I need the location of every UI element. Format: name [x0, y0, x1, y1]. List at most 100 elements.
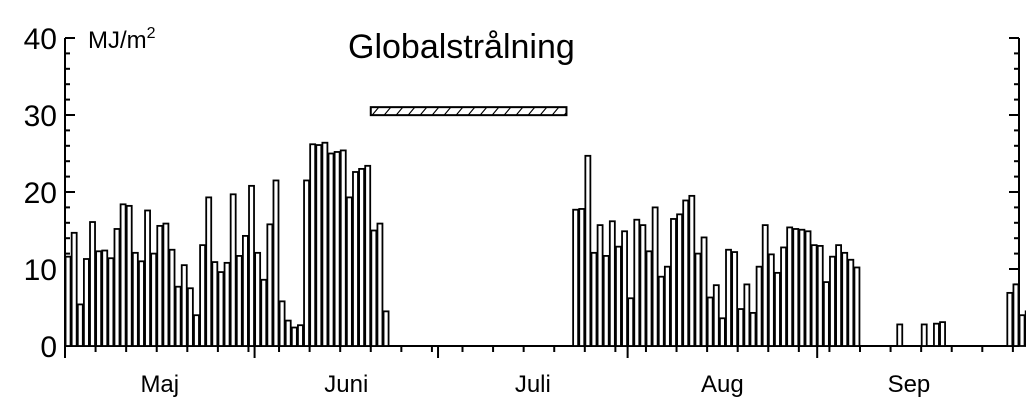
bar — [804, 230, 812, 347]
bar — [621, 230, 628, 347]
bar — [670, 218, 677, 347]
bar — [602, 255, 610, 347]
bar — [333, 151, 341, 347]
bar — [345, 196, 353, 347]
bar — [615, 245, 622, 347]
bar — [303, 179, 310, 347]
bar — [829, 255, 836, 347]
bar — [706, 296, 714, 347]
month-label: Juli — [515, 371, 551, 398]
bar — [767, 253, 775, 347]
bar — [235, 255, 243, 347]
bar — [663, 265, 671, 347]
bar — [688, 194, 696, 347]
bar — [156, 224, 164, 347]
bar — [131, 251, 139, 347]
bar — [608, 220, 616, 347]
bar — [309, 143, 317, 347]
bar — [651, 206, 659, 347]
bar — [933, 322, 940, 347]
bar — [376, 222, 384, 347]
bar — [364, 164, 372, 347]
bar — [841, 251, 849, 347]
bar — [297, 324, 304, 347]
bar — [272, 179, 280, 347]
bar — [144, 209, 151, 347]
bar — [278, 300, 286, 347]
bar — [211, 261, 219, 347]
bar — [217, 271, 225, 347]
bar-series — [64, 141, 1026, 347]
bar — [266, 223, 274, 347]
bar — [180, 264, 188, 347]
bar — [798, 228, 806, 347]
bar — [847, 258, 855, 347]
bar — [718, 317, 726, 347]
bar — [229, 193, 237, 347]
bar — [774, 271, 781, 347]
bar — [82, 258, 90, 347]
bar — [700, 236, 708, 347]
bar — [584, 154, 592, 347]
bar — [64, 255, 72, 347]
bar — [193, 314, 200, 347]
bar — [578, 208, 586, 347]
bar — [352, 171, 359, 347]
bar — [174, 285, 182, 347]
x-ticks — [64, 346, 1014, 358]
bar — [725, 248, 732, 347]
hatched-bar — [369, 106, 568, 117]
bar — [712, 284, 720, 347]
bar — [694, 252, 702, 347]
bar — [676, 213, 684, 347]
bar — [755, 265, 763, 347]
bar — [162, 222, 170, 347]
bar — [370, 229, 378, 347]
y-tick-label: 20 — [24, 177, 57, 210]
bar — [358, 167, 366, 347]
y-tick-label: 0 — [40, 331, 57, 364]
bar — [138, 260, 145, 347]
month-label: Maj — [140, 371, 179, 398]
bar — [853, 266, 861, 347]
unit-label: MJ/m2 — [88, 25, 156, 54]
bar — [382, 310, 390, 347]
bar — [284, 319, 292, 347]
bar — [822, 281, 830, 347]
y-tick-label: 10 — [24, 254, 57, 287]
bar — [223, 261, 231, 347]
bar — [186, 287, 194, 347]
bar — [590, 251, 598, 347]
hatched-period — [369, 106, 568, 117]
bar — [743, 283, 751, 347]
bar — [254, 251, 262, 347]
bar — [1018, 314, 1026, 347]
bar — [248, 184, 255, 347]
bar — [835, 244, 843, 347]
bar — [792, 228, 800, 347]
bar — [321, 141, 329, 347]
bar — [150, 252, 158, 347]
chart-title: Globalstrålning — [348, 28, 575, 66]
bar — [920, 323, 928, 347]
bar — [205, 196, 213, 347]
bar — [107, 257, 115, 347]
bar — [639, 224, 647, 347]
bar — [241, 234, 249, 347]
bar — [816, 244, 824, 347]
bar — [113, 228, 121, 347]
bar — [786, 226, 794, 347]
bar — [260, 278, 268, 347]
bar — [596, 224, 604, 347]
bar — [70, 231, 78, 347]
bar — [737, 308, 745, 347]
bar — [76, 303, 84, 347]
bar — [168, 248, 176, 347]
bar — [315, 144, 323, 347]
bar — [101, 249, 109, 347]
bar — [125, 204, 133, 347]
bar — [731, 251, 739, 347]
bar — [645, 250, 653, 347]
bar — [810, 244, 818, 347]
